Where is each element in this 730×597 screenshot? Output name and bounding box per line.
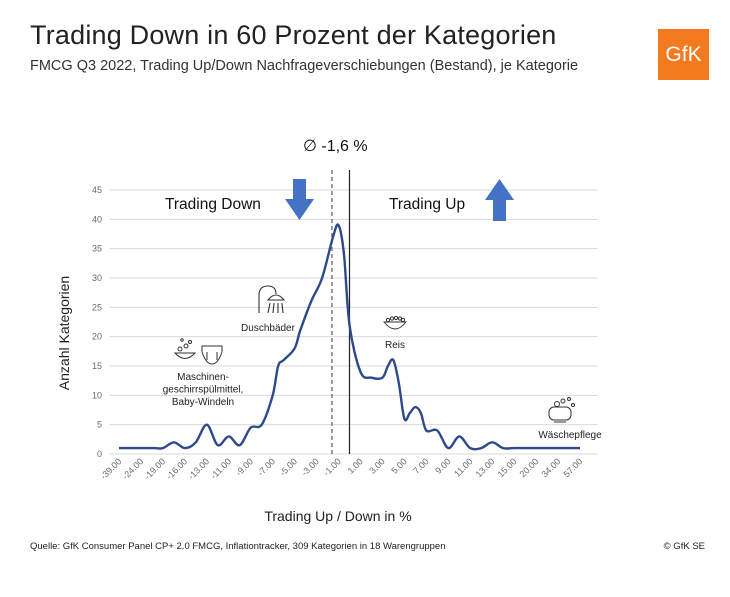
trading-up-label: Trading Up <box>389 196 465 213</box>
x-axis-title: Trading Up / Down in % <box>264 508 411 524</box>
x-tick-label: 34.00 <box>539 456 562 479</box>
gridlines <box>110 189 598 455</box>
x-tick-label: -7.00 <box>256 456 278 478</box>
annotation-duschbaeder: Duschbäder <box>241 323 296 334</box>
y-tick-label: 35 <box>92 244 102 254</box>
arrow-up-icon <box>485 179 514 221</box>
annotation-waeschepflege: Wäschepflege <box>538 430 602 441</box>
page-title: Trading Down in 60 Prozent der Kategorie… <box>30 20 557 50</box>
x-tick-label: 13.00 <box>474 456 497 479</box>
reference-lines <box>331 170 351 454</box>
x-tick-label: 3.00 <box>367 456 386 475</box>
x-tick-label: -39.00 <box>98 456 123 481</box>
copyright-note: © GfK SE <box>663 541 705 552</box>
annotation-reis: Reis <box>385 340 405 351</box>
gfk-logo: GfK <box>658 29 709 80</box>
x-tick-label: 20.00 <box>518 456 541 479</box>
trading-down-label: Trading Down <box>165 196 261 213</box>
x-tick-label: -13.00 <box>186 456 211 481</box>
x-axis-ticks: -39.00-24.00-19.00-16.00-13.00-11.00 -9.0… <box>98 456 584 481</box>
x-tick-label: 9.00 <box>433 456 452 475</box>
x-tick-label: -16.00 <box>164 456 189 481</box>
annotation-line: Baby-Windeln <box>172 397 234 408</box>
x-tick-label: -5.00 <box>277 456 299 478</box>
y-tick-label: 15 <box>92 361 102 371</box>
y-tick-label: 10 <box>92 390 102 400</box>
rice-bowl-icon <box>382 315 408 330</box>
y-tick-label: 45 <box>92 185 102 195</box>
annotation-line: geschirrspülmittel, <box>163 385 244 396</box>
source-note: Quelle: GfK Consumer Panel CP+ 2.0 FMCG,… <box>30 541 446 552</box>
y-tick-label: 30 <box>92 273 102 283</box>
y-axis-ticks: 0 5 10 15 20 25 30 35 40 45 <box>92 185 102 459</box>
x-tick-label: 7.00 <box>411 456 430 475</box>
x-tick-label: 11.00 <box>452 456 475 479</box>
y-tick-label: 20 <box>92 332 102 342</box>
y-tick-label: 0 <box>97 449 102 459</box>
series-layer <box>118 223 581 451</box>
series-line <box>118 223 581 451</box>
x-tick-label: -19.00 <box>142 456 167 481</box>
average-label: ∅ -1,6 % <box>303 138 368 155</box>
x-tick-label: 15.00 <box>496 456 519 479</box>
y-tick-label: 25 <box>92 302 102 312</box>
dishwasher-detergent-and-diaper-icon <box>173 338 223 365</box>
annotation-maschinengeschirr: Maschinen-geschirrspülmittel, Baby-Windel… <box>163 372 244 408</box>
page-subtitle: FMCG Q3 2022, Trading Up/Down Nachfragev… <box>30 58 579 74</box>
x-tick-label: 57.00 <box>561 456 584 479</box>
x-tick-label: -24.00 <box>120 456 145 481</box>
y-axis-title: Anzahl Kategorien <box>56 276 72 390</box>
x-tick-label: -1.00 <box>321 456 343 478</box>
x-tick-label: -11.00 <box>209 456 234 481</box>
x-tick-label: -3.00 <box>299 456 321 478</box>
y-tick-label: 40 <box>92 214 102 224</box>
y-tick-label: 5 <box>97 420 102 430</box>
x-tick-label: -9.00 <box>234 456 256 478</box>
laundry-icon <box>548 397 575 423</box>
x-tick-label: 1.00 <box>345 456 364 475</box>
shower-icon <box>258 285 286 314</box>
x-tick-label: 5.00 <box>389 456 408 475</box>
annotation-line: Maschinen- <box>177 372 229 383</box>
arrow-down-icon <box>285 179 314 220</box>
